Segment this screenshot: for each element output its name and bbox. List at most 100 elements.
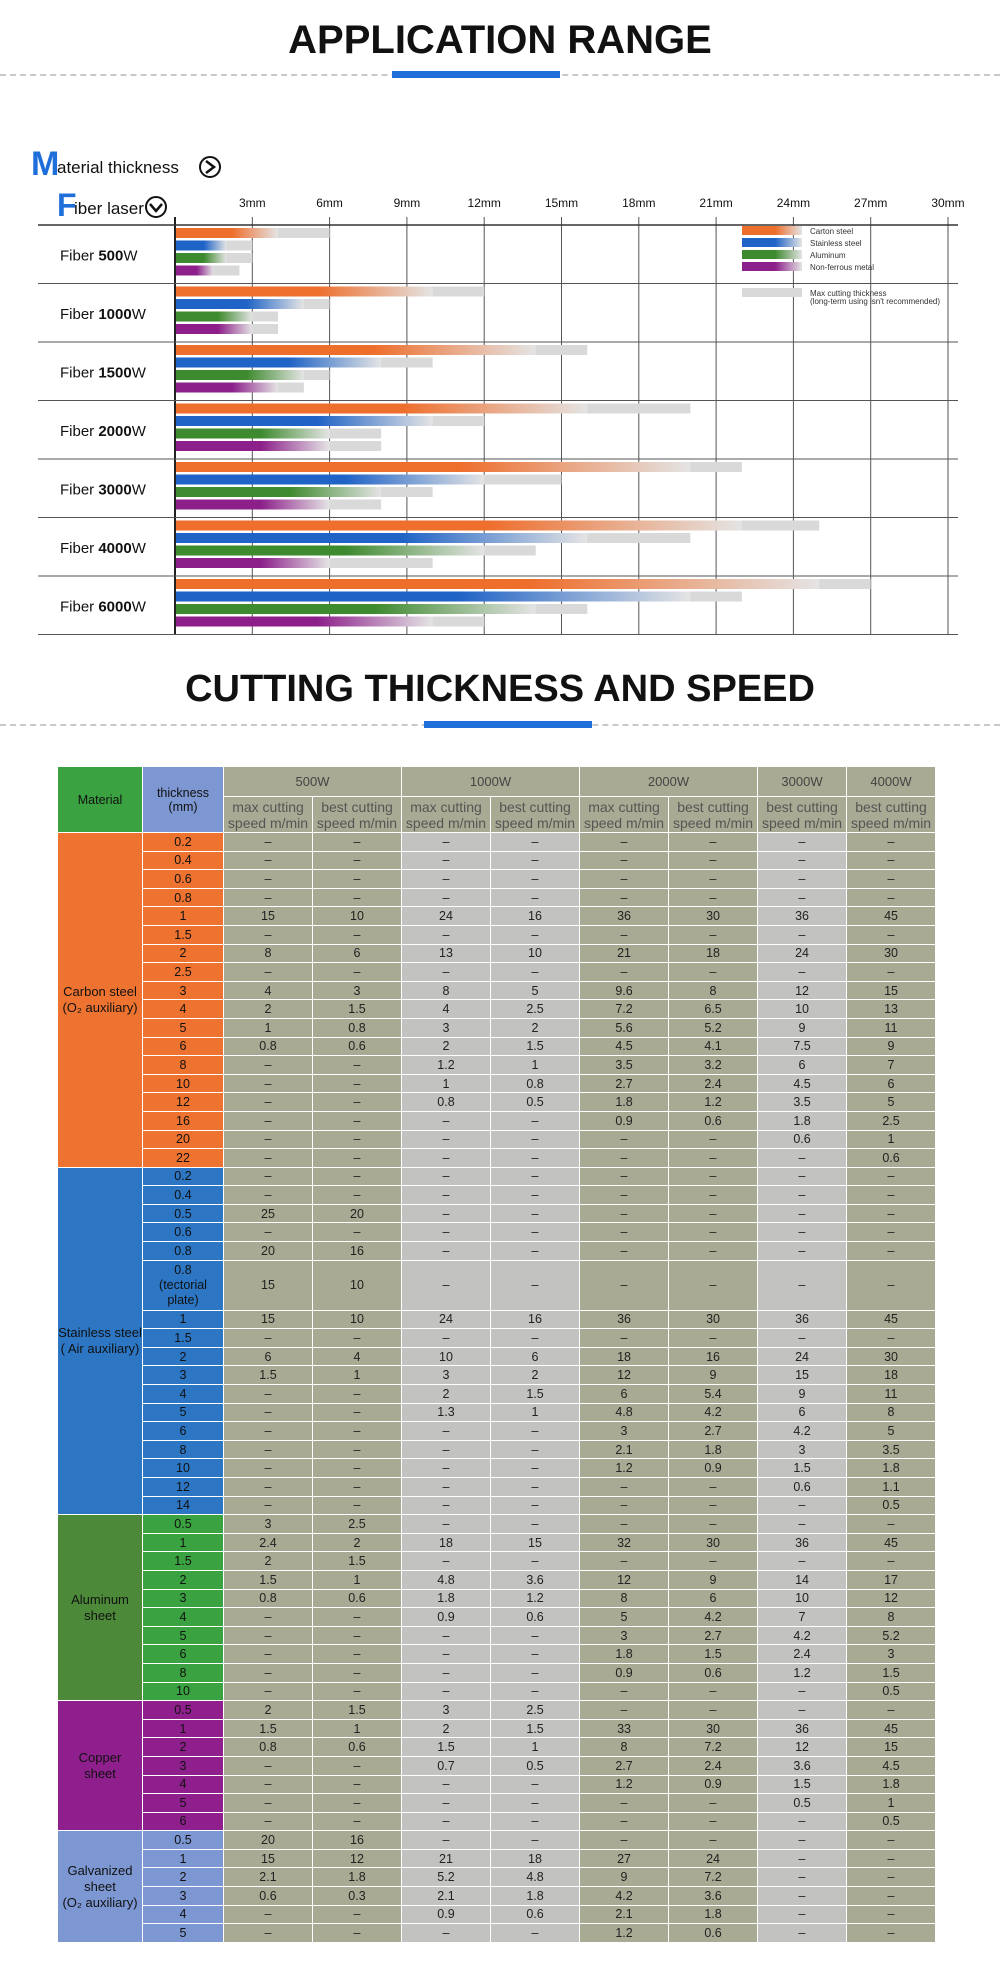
speed-cell: 3 (579, 1625, 670, 1646)
speed-cell: 1.5 (223, 1718, 313, 1739)
speed-cell: 1.8 (489, 1886, 581, 1906)
speed-cell: 4.5 (757, 1073, 848, 1094)
speed-cell: – (668, 1129, 759, 1150)
table-row: 16– – – –0.9 0.6 1.8 2.5 (58, 1110, 937, 1131)
speed-cell: – (489, 1185, 581, 1205)
speed-cell: – (846, 1166, 937, 1187)
speed-cell: 18 (579, 1346, 670, 1367)
speed-cell: – (668, 1514, 759, 1534)
speed-cell: 1.2 (579, 1923, 670, 1943)
aluminum-bar (176, 604, 536, 614)
speed-cell: – (401, 1662, 491, 1683)
speed-cell: 3.5 (846, 1439, 937, 1460)
speed-cell: 14 (757, 1569, 848, 1590)
table-row: 1 15 10 24 16 36 30 36 45 (58, 906, 937, 926)
speed-cell: 0.5 (489, 1755, 581, 1776)
speed-cell: – (312, 1904, 402, 1925)
speed-cell: 6 (312, 943, 402, 964)
speed-cell: 3 (223, 1514, 313, 1534)
thickness-cell: 0.8 (tectorial plate) (142, 1259, 224, 1311)
speed-cell: – (312, 850, 402, 871)
speed-cell: 0.7 (401, 1755, 491, 1776)
speed-cell: – (312, 1755, 402, 1776)
speed-cell: 30 (846, 943, 937, 964)
speed-cell: 6 (668, 1588, 759, 1609)
speed-cell: 2.1 (401, 1886, 491, 1906)
speed-cell: 2 (489, 1017, 581, 1038)
thickness-cell: 22 (142, 1148, 224, 1168)
speed-cell: 0.6 (312, 1588, 402, 1609)
speed-cell: – (401, 1458, 491, 1478)
speed-cell: – (401, 869, 491, 889)
speed-cell: 0.6 (846, 1148, 937, 1168)
table-row: 1.5 2 1.5– – – – – – (58, 1551, 937, 1571)
speed-cell: 9 (846, 1036, 937, 1057)
speed-cell: 0.6 (223, 1886, 313, 1906)
speed-cell: 2.5 (846, 1110, 937, 1131)
material-cell: Copper sheet (57, 1700, 143, 1832)
speed-cell: 1.8 (846, 1458, 937, 1478)
speed-cell: – (401, 1681, 491, 1702)
speed-cell: – (223, 1073, 313, 1094)
speed-cell: – (223, 1148, 313, 1168)
speed-cell: – (668, 1477, 759, 1497)
thickness-cell: 6 (142, 1036, 224, 1057)
speed-cell: 12 (757, 980, 848, 1001)
speed-cell: – (312, 1166, 402, 1187)
thickness-cell: 1.5 (142, 1328, 224, 1348)
speed-cell: 6 (223, 1346, 313, 1367)
speed-cell: 8 (668, 980, 759, 1001)
speed-cell: 8 (223, 943, 313, 964)
speed-cell: 8 (401, 980, 491, 1001)
speed-cell: – (579, 1830, 670, 1850)
speed-cell: 1.5 (489, 1384, 581, 1404)
speed-cell: 2.5 (489, 999, 581, 1019)
speed-cell: – (223, 1755, 313, 1776)
speed-cell: 1 (312, 1365, 402, 1386)
nonferrous-bar (176, 265, 214, 276)
speed-cell: – (312, 1384, 402, 1404)
speed-cell: – (223, 1904, 313, 1925)
speed-cell: – (489, 1551, 581, 1571)
speed-cell: 3 (401, 1365, 491, 1386)
speed-cell: 24 (757, 943, 848, 964)
speed-cell: – (401, 1923, 491, 1943)
speed-cell: – (757, 1203, 848, 1224)
speed-cell: 3.2 (668, 1055, 759, 1075)
stainless-bar (176, 357, 382, 368)
speed-cell: – (579, 962, 670, 982)
thickness-cell: 2 (142, 1867, 224, 1888)
fiber-f-letter: F (57, 187, 77, 223)
speed-cell: 4 (401, 999, 491, 1019)
speed-cell: – (223, 1384, 313, 1404)
speed-cell: 3.6 (668, 1886, 759, 1906)
table-row: 3 0.6 0.3 2.1 1.8 4.2 3.6– – (58, 1886, 937, 1906)
speed-cell: – (312, 1110, 402, 1131)
speed-cell: 0.6 (668, 1662, 759, 1683)
speed-cell: 9 (668, 1365, 759, 1386)
speed-cell: – (489, 1129, 581, 1150)
material-cell: Stainless steel( Air auxiliary) (57, 1166, 143, 1516)
carbon-bar (176, 520, 742, 531)
table-row: 5– –1.3 1 4.8 4.2 6 8 (58, 1402, 937, 1423)
speed-cell: 15 (223, 1848, 313, 1869)
speed-type-header: best cutting speed m/min (312, 796, 402, 833)
speed-cell: 15 (846, 980, 937, 1001)
x-tick-label: 9mm (394, 196, 421, 210)
speed-cell: 36 (757, 1532, 848, 1553)
table-row: 8– – – –0.9 0.6 1.2 1.5 (58, 1662, 937, 1683)
speed-cell: 0.8 (223, 1036, 313, 1057)
speed-cell: 16 (668, 1346, 759, 1367)
speed-cell: 0.6 (312, 1036, 402, 1057)
speed-cell: – (489, 1811, 581, 1832)
speed-cell: – (223, 962, 313, 982)
speed-cell: – (223, 1185, 313, 1205)
speed-cell: – (401, 1421, 491, 1441)
speed-cell: – (312, 1811, 402, 1832)
speed-cell: 1.5 (223, 1569, 313, 1590)
speed-cell: 1 (489, 1055, 581, 1075)
thickness-cell: 1 (142, 1309, 224, 1330)
speed-cell: – (757, 887, 848, 908)
speed-cell: 5 (846, 1421, 937, 1441)
speed-cell: – (846, 832, 937, 852)
